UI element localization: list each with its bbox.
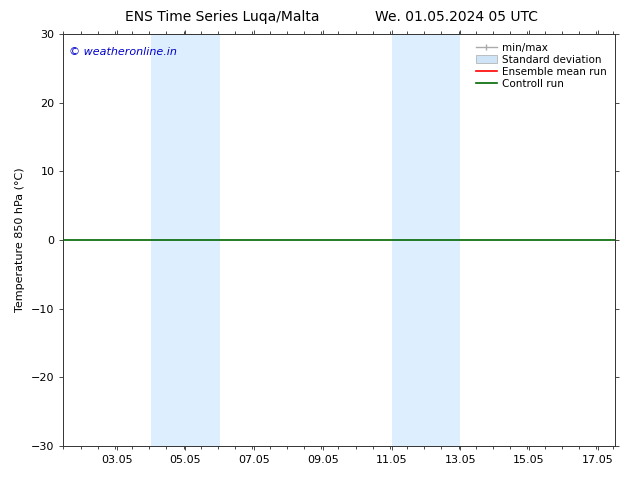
Bar [151, 34, 220, 446]
Bar [392, 34, 460, 446]
Legend: min/max, Standard deviation, Ensemble mean run, Controll run: min/max, Standard deviation, Ensemble me… [473, 40, 610, 92]
Text: © weatheronline.in: © weatheronline.in [69, 47, 177, 57]
Text: We. 01.05.2024 05 UTC: We. 01.05.2024 05 UTC [375, 10, 538, 24]
Y-axis label: Temperature 850 hPa (°C): Temperature 850 hPa (°C) [15, 168, 25, 313]
Text: ENS Time Series Luqa/Malta: ENS Time Series Luqa/Malta [125, 10, 319, 24]
